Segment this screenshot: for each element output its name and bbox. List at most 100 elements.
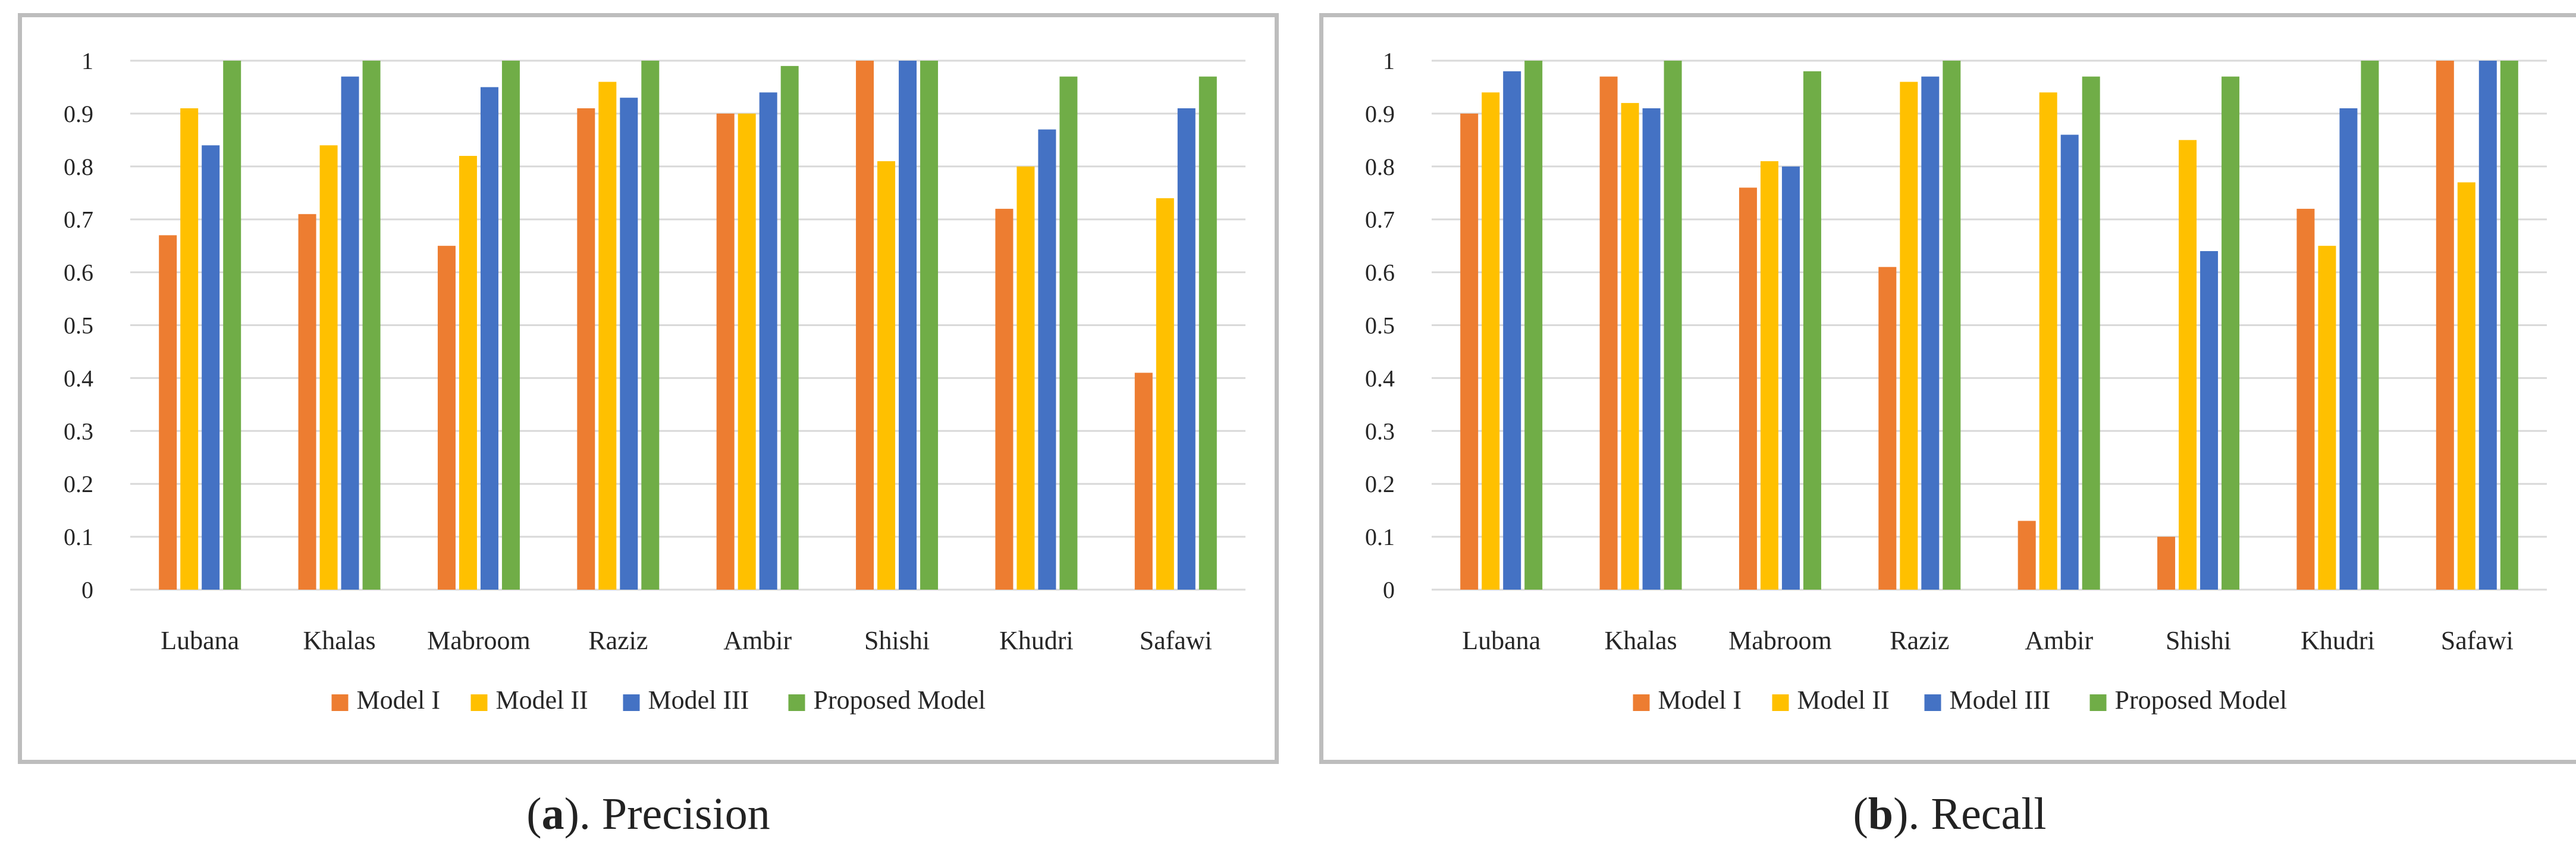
x-tick-label: Ambir — [2025, 626, 2093, 655]
x-tick-label: Ambir — [723, 626, 792, 655]
bar-proposed-model-shishi — [920, 61, 939, 590]
bar-model-iii-shishi — [2200, 251, 2219, 590]
y-tick-label: 0.8 — [1365, 154, 1395, 180]
bar-model-ii-lubana — [1482, 92, 1500, 590]
bar-model-i-safawi — [2436, 61, 2454, 590]
precision-chart: 0 0.1 0.2 0.3 0.4 0.5 0.6 0.7 0.8 0.9 1 Lubana Khala… — [64, 48, 1245, 715]
bar-proposed-model-mabroom — [501, 61, 520, 590]
bar-model-i-lubana — [159, 235, 177, 590]
bar-model-ii-lubana — [180, 108, 199, 590]
legend-swatch — [1924, 694, 1941, 711]
bar-proposed-model-ambir — [2082, 76, 2100, 590]
y-tick-label: 0.7 — [64, 206, 93, 233]
bar-model-ii-khalas — [1621, 103, 1639, 590]
bar-model-iii-lubana — [202, 145, 220, 590]
bar-model-ii-khalas — [319, 145, 338, 590]
bar-model-ii-raziz — [1900, 82, 1918, 590]
bar-model-i-mabroom — [437, 246, 456, 590]
bar-model-i-ambir — [716, 113, 735, 590]
bar-model-iii-raziz — [620, 98, 638, 590]
x-tick-label: Mabroom — [1728, 626, 1832, 655]
caption-b-open: ( — [1853, 789, 1868, 839]
bar-model-i-lubana — [1460, 113, 1479, 590]
bar-model-i-shishi — [2157, 537, 2176, 590]
bar-model-iii-lubana — [1503, 71, 1521, 590]
bar-model-iii-mabroom — [480, 87, 498, 590]
x-tick-label: Lubana — [1462, 626, 1540, 655]
y-tick-label: 0.9 — [1365, 101, 1395, 127]
bar-proposed-model-shishi — [2222, 76, 2240, 590]
y-tick-label: 0.5 — [1365, 312, 1395, 339]
bar-model-i-raziz — [577, 108, 595, 590]
legend-label: Model I — [357, 685, 441, 715]
x-tick-label: Mabroom — [427, 626, 531, 655]
bar-proposed-model-lubana — [223, 61, 241, 590]
bar-model-ii-mabroom — [459, 156, 477, 590]
bar-model-iii-safawi — [1177, 108, 1196, 590]
y-tick-label: 0.3 — [1365, 418, 1395, 444]
y-tick-label: 0.4 — [64, 365, 93, 392]
x-tick-label: Khalas — [1604, 626, 1677, 655]
legend-label: Model II — [1797, 685, 1890, 715]
bar-model-i-khudri — [2296, 208, 2315, 590]
legend-swatch — [1772, 694, 1789, 711]
y-tick-label: 0 — [1383, 577, 1395, 603]
caption-recall: (b). Recall — [1319, 788, 2576, 840]
bar-model-ii-ambir — [2039, 92, 2057, 590]
y-tick-label: 1 — [1383, 48, 1395, 74]
bar-model-i-raziz — [1878, 267, 1897, 590]
legend-swatch — [1633, 694, 1650, 711]
bar-proposed-model-raziz — [1943, 61, 1961, 590]
y-tick-label: 0.6 — [1365, 259, 1395, 286]
y-tick-label: 0.5 — [64, 312, 93, 339]
bar-model-ii-mabroom — [1760, 161, 1778, 590]
caption-a-text: ). Precision — [564, 789, 770, 839]
bar-model-ii-raziz — [598, 82, 617, 590]
bar-model-iii-raziz — [1921, 76, 1940, 590]
bar-model-iii-ambir — [2060, 134, 2079, 590]
y-tick-label: 0.2 — [1365, 471, 1395, 497]
bar-model-iii-mabroom — [1781, 166, 1800, 590]
y-tick-label: 0.2 — [64, 471, 93, 497]
bar-model-ii-khudri — [2318, 246, 2336, 590]
y-tick-label: 0.1 — [1365, 524, 1395, 550]
bar-proposed-model-raziz — [641, 61, 660, 590]
bar-proposed-model-mabroom — [1803, 71, 1821, 590]
bar-proposed-model-ambir — [780, 65, 799, 590]
y-tick-label: 0.9 — [64, 101, 93, 127]
bar-model-i-khalas — [298, 214, 316, 590]
bar-model-iii-khalas — [341, 76, 359, 590]
y-tick-label: 0.4 — [1365, 365, 1395, 392]
legend-swatch — [623, 694, 640, 711]
x-tick-label: Raziz — [588, 626, 648, 655]
legend-swatch — [470, 694, 488, 711]
bar-model-iii-khudri — [2339, 108, 2358, 590]
legend-label: Model III — [648, 685, 749, 715]
legend-swatch — [331, 694, 349, 711]
x-tick-label: Khudri — [2301, 626, 2375, 655]
y-tick-label: 0.1 — [64, 524, 93, 550]
legend-swatch — [2089, 694, 2107, 711]
bar-model-i-khalas — [1599, 76, 1618, 590]
x-tick-label: Khalas — [303, 626, 375, 655]
legend-label: Proposed Model — [814, 685, 986, 715]
x-tick-label: Shishi — [864, 626, 930, 655]
x-tick-label: Raziz — [1890, 626, 1949, 655]
legend-label: Proposed Model — [2115, 685, 2288, 715]
precision-chart-panel: 0 0.1 0.2 0.3 0.4 0.5 0.6 0.7 0.8 0.9 1 Lubana Khala… — [18, 13, 1279, 764]
bar-model-ii-ambir — [738, 113, 756, 590]
bar-proposed-model-khalas — [1664, 61, 1682, 590]
bar-model-i-shishi — [856, 61, 874, 590]
bar-proposed-model-khudri — [2361, 61, 2379, 590]
caption-precision: (a). Precision — [18, 788, 1279, 840]
y-tick-label: 0.8 — [64, 154, 93, 180]
x-tick-label: Safawi — [1140, 626, 1212, 655]
x-tick-label: Safawi — [2441, 626, 2514, 655]
bar-proposed-model-khudri — [1059, 76, 1078, 590]
bar-model-ii-safawi — [1156, 198, 1174, 590]
legend-label: Model I — [1658, 685, 1742, 715]
bar-model-iii-shishi — [899, 61, 917, 590]
bar-model-i-safawi — [1134, 372, 1153, 590]
bar-model-i-ambir — [2017, 521, 2036, 590]
bar-model-ii-safawi — [2457, 182, 2475, 590]
